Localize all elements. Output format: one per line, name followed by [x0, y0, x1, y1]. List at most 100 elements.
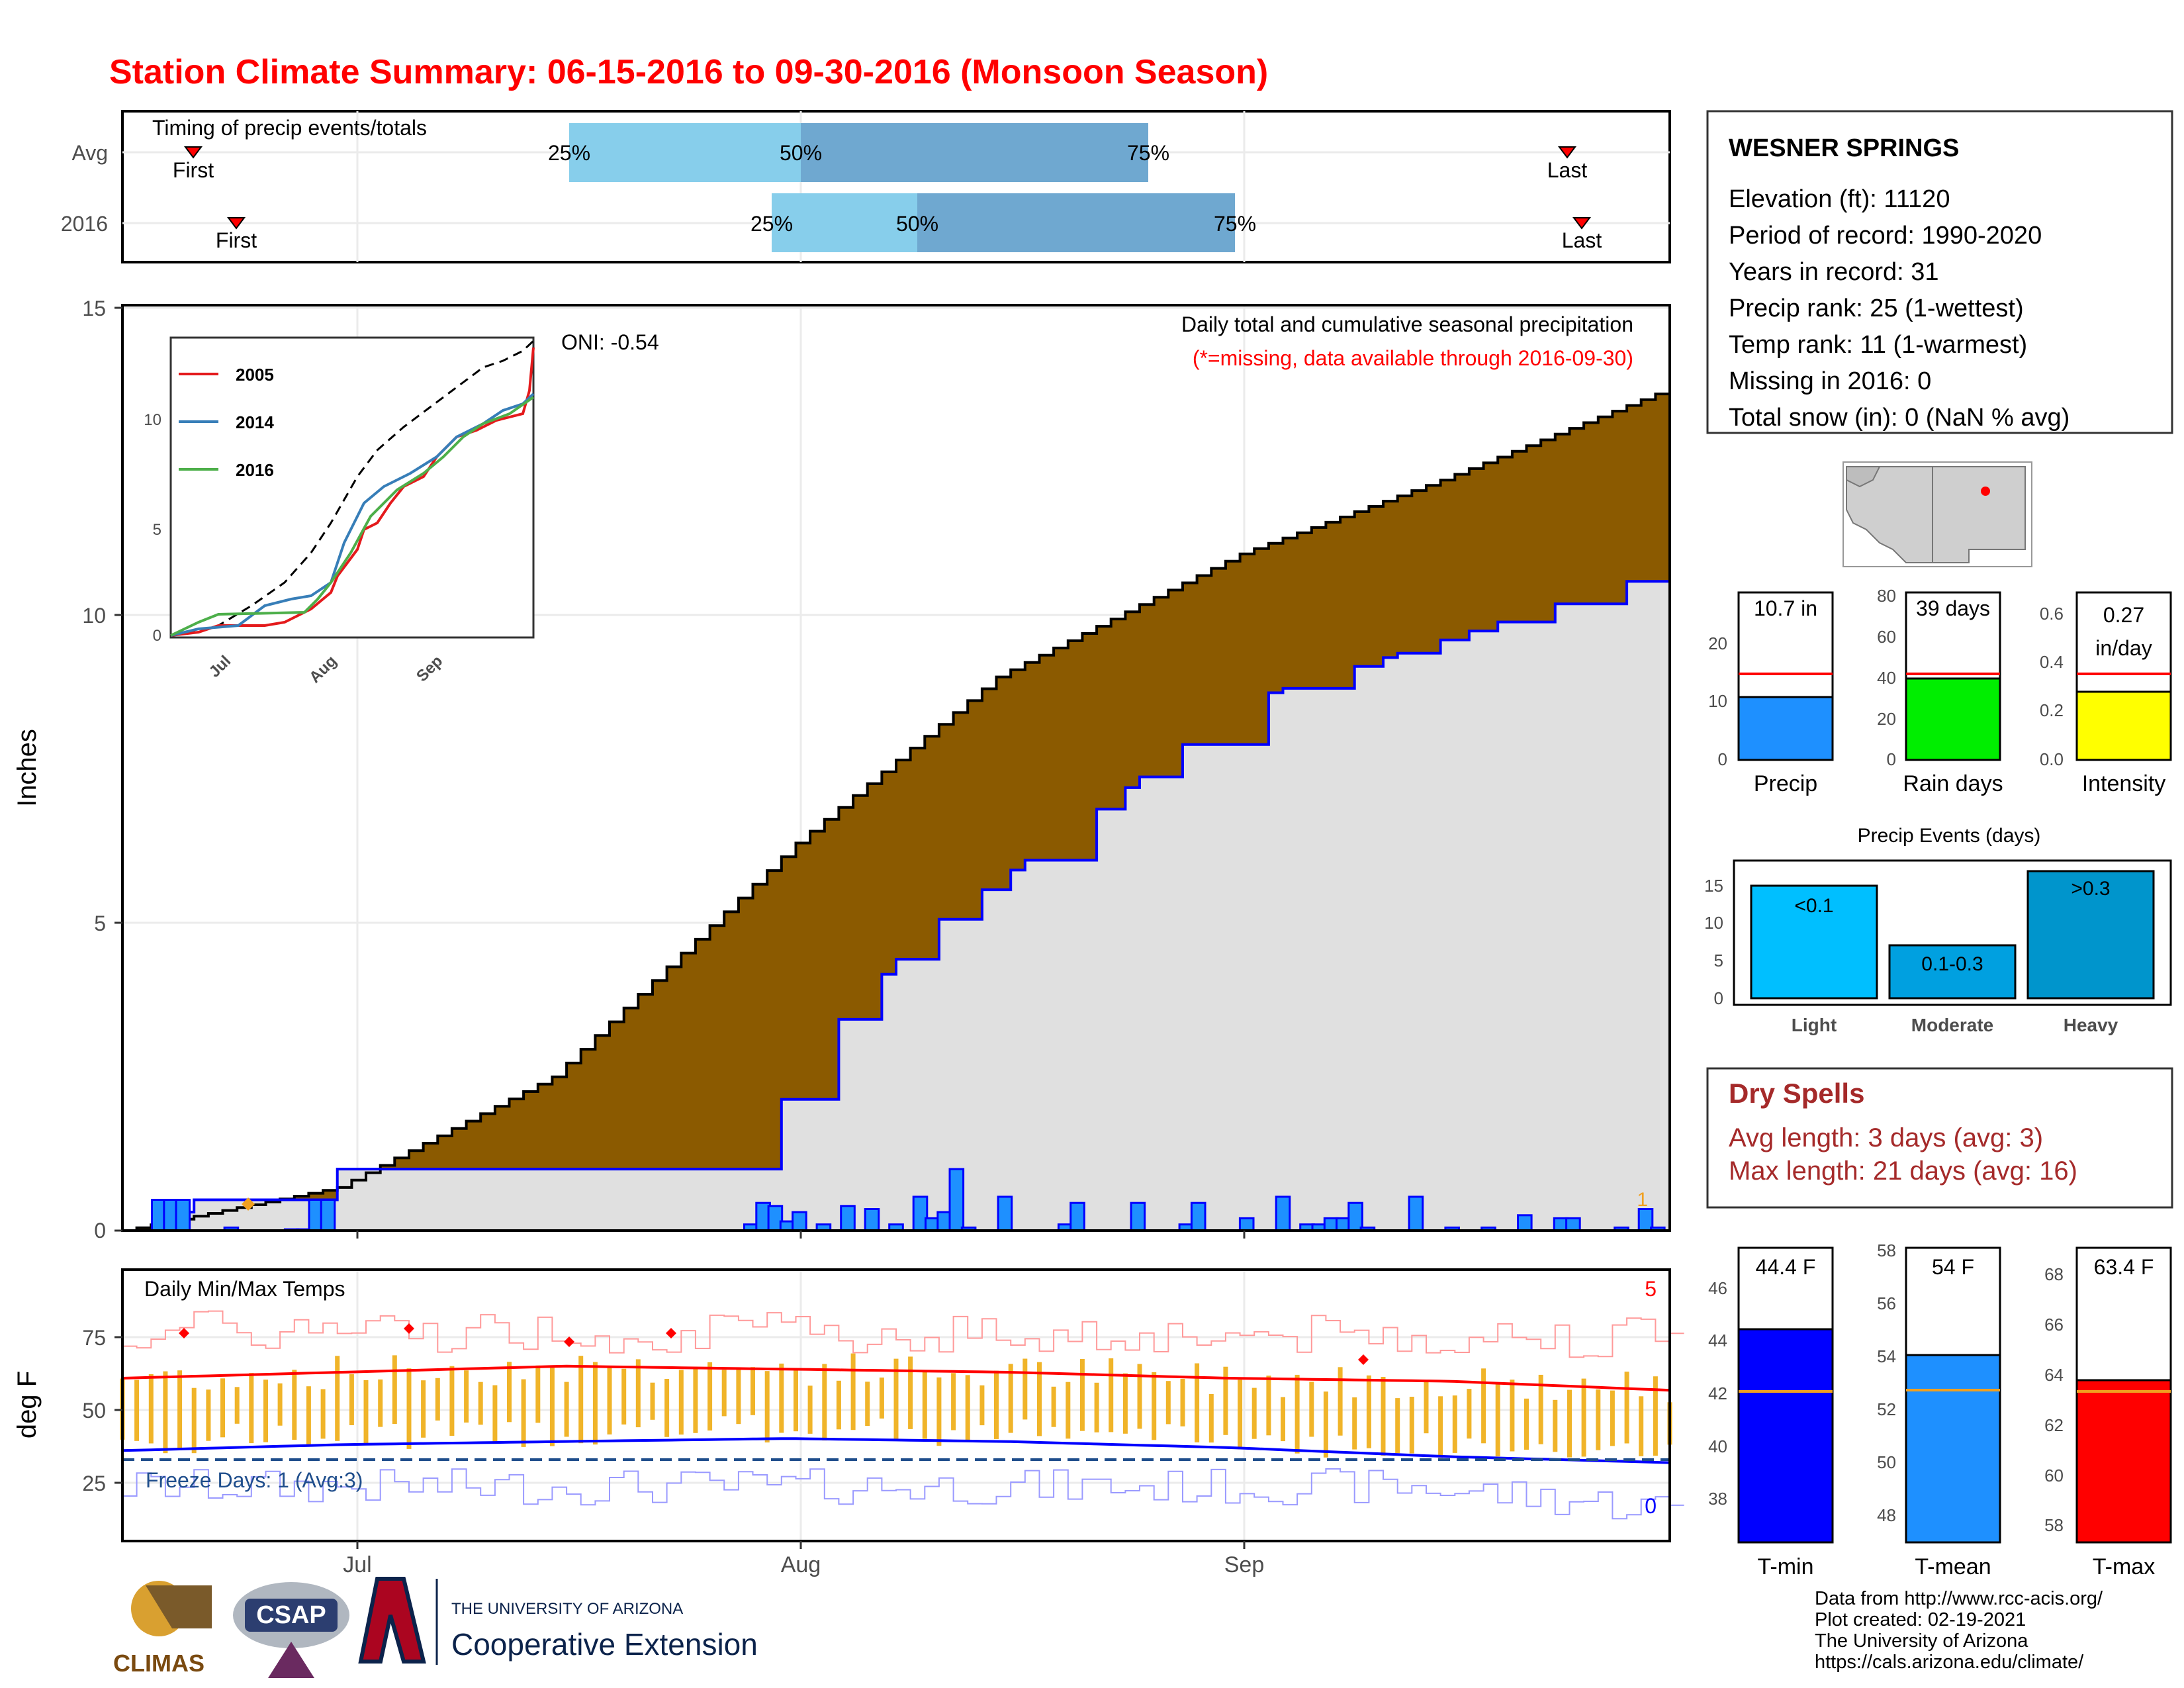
- rain-days-summary-label: Rain days: [1903, 771, 2003, 796]
- extension-text: Cooperative Extension: [451, 1627, 758, 1662]
- daily-temp-bar: [650, 1382, 655, 1420]
- tmean-ytick: 52: [1877, 1399, 1896, 1419]
- rain-days-text: 39 days: [1916, 596, 1990, 620]
- daily-temp-bar: [1352, 1397, 1357, 1450]
- season-summary-bars: 10.7 in 0 10 20 Precip 39 days 0 20 40 6…: [1708, 586, 2172, 796]
- daily-temp-bar: [621, 1368, 627, 1425]
- station-temp-rank: Temp rank: 11 (1-warmest): [1729, 331, 2027, 359]
- daily-temp-bar: [779, 1363, 784, 1433]
- daily-temp-bar: [1195, 1363, 1200, 1442]
- daily-temp-bar: [292, 1370, 297, 1440]
- tmin-ytick: 38: [1708, 1489, 1727, 1509]
- precip-ytick: 0: [1718, 749, 1727, 769]
- precip-ytick: 10: [1708, 691, 1727, 711]
- daily-temp-bar: [234, 1387, 240, 1424]
- events-cat-light: Light: [1792, 1015, 1837, 1035]
- station-years: Years in record: 31: [1729, 258, 1939, 286]
- tmax-bar: [2075, 1379, 2172, 1544]
- daily-temp-bar: [693, 1366, 698, 1433]
- y2016-cumulative-area: [122, 572, 1670, 1231]
- temp-ytick-50: 50: [82, 1399, 106, 1423]
- daily-temp-bar: [764, 1371, 770, 1443]
- events-cat-moderate: Moderate: [1911, 1015, 1993, 1035]
- daily-temp-bar: [349, 1374, 354, 1425]
- daily-precip-bar: [1565, 1217, 1581, 1232]
- daily-temp-bar: [564, 1382, 569, 1437]
- station-precip-rank: Precip rank: 25 (1-wettest): [1729, 295, 2024, 322]
- daily-temp-bar: [449, 1366, 455, 1436]
- climas-text: CLIMAS: [113, 1650, 205, 1677]
- y2016-first-marker: [227, 217, 246, 230]
- avg-timing-lower-bar: [569, 123, 801, 182]
- daily-temp-bar: [1596, 1389, 1601, 1450]
- precip-missing-note: (*=missing, data available through 2016-…: [1193, 346, 1633, 370]
- precip-events-chart: Precip Events (days) <0.1 0.1-0.3 >0.3 0…: [1704, 825, 2172, 1035]
- temp-ylabel: deg F: [13, 1371, 42, 1438]
- daily-temp-bar: [1023, 1358, 1028, 1420]
- daily-temp-bar: [865, 1382, 870, 1426]
- events-bar-light: [1750, 884, 1878, 1000]
- tmax-label: T-max: [2093, 1554, 2155, 1579]
- avg-min-temp-line: [122, 1437, 1670, 1464]
- tmax-ytick: 62: [2044, 1415, 2064, 1435]
- daily-temp-bar: [664, 1379, 670, 1437]
- tmean-ytick: 54: [1877, 1346, 1896, 1366]
- tmax-ytick: 64: [2044, 1365, 2064, 1385]
- intensity-ytick: 0.2: [2040, 700, 2064, 720]
- daily-temp-bar: [1553, 1399, 1558, 1452]
- temp-panel: Daily Min/Max Temps Freeze Days: 1 (Avg:…: [13, 1268, 1684, 1577]
- rain-days-ytick: 0: [1887, 749, 1896, 769]
- inset-ytick-10: 10: [144, 411, 161, 429]
- intensity-ytick: 0.6: [2040, 604, 2064, 624]
- daily-temp-bar: [1165, 1381, 1171, 1425]
- avg-first-label: First: [173, 158, 214, 182]
- daily-precip-bars: [151, 1168, 1666, 1232]
- inset-line-2016: [170, 396, 535, 637]
- locator-map: [1843, 461, 2032, 567]
- daily-temp-bar: [578, 1356, 584, 1444]
- daily-temp-bar: [492, 1385, 498, 1444]
- daily-temp-bar: [277, 1383, 283, 1426]
- ytick-10: 10: [82, 604, 106, 628]
- daily-precip-bar: [1408, 1196, 1424, 1232]
- daily-temp-bar: [751, 1367, 755, 1415]
- events-heavy-label: >0.3: [2071, 878, 2110, 900]
- rain-days-ytick: 20: [1877, 709, 1896, 729]
- daily-temp-bar: [850, 1353, 856, 1430]
- events-title: Precip Events (days): [1858, 825, 2041, 847]
- daily-temp-bar: [1624, 1372, 1629, 1444]
- tmin-bar: [1737, 1328, 1834, 1544]
- daily-temp-bar: [134, 1380, 140, 1441]
- intensity-summary-chart: 0.27 in/day 0.0 0.2 0.4 0.6 Intensity: [2040, 591, 2172, 796]
- daily-temp-bar: [1395, 1398, 1400, 1454]
- first-event-marker: [242, 1197, 255, 1211]
- daily-temp-bar: [1366, 1375, 1371, 1448]
- daily-precip-bar: [1238, 1217, 1255, 1232]
- avg-max-temp-line: [122, 1364, 1670, 1392]
- daily-temp-bar: [535, 1365, 541, 1423]
- daily-precip-bar: [997, 1196, 1013, 1232]
- rain-days-ytick: 60: [1877, 627, 1896, 647]
- daily-temp-bar: [421, 1380, 426, 1438]
- avg-cumulative-step-line: [122, 393, 1670, 1232]
- avg-last-label: Last: [1547, 158, 1588, 182]
- tmax-text: 63.4 F: [2094, 1255, 2154, 1279]
- record-hot-markers: [179, 1323, 1369, 1365]
- inset-ytick-5: 5: [153, 521, 161, 539]
- daily-temp-bar: [1109, 1358, 1114, 1432]
- uofa-text: THE UNIVERSITY OF ARIZONA: [451, 1600, 683, 1618]
- daily-temp-bar: [392, 1355, 397, 1424]
- daily-temp-bar: [592, 1362, 598, 1445]
- tmax-ytick: 66: [2044, 1315, 2064, 1335]
- tmin-label: T-min: [1758, 1554, 1814, 1579]
- daily-temp-bar: [951, 1373, 956, 1430]
- daily-temp-bar: [678, 1370, 684, 1435]
- daily-temp-bar: [1610, 1390, 1615, 1446]
- avg-p25: 25%: [548, 141, 590, 165]
- daily-precip-bar: [948, 1168, 965, 1232]
- daily-temp-bar: [306, 1386, 311, 1445]
- daily-temp-bar: [1510, 1380, 1515, 1452]
- daily-temp-bar: [220, 1378, 225, 1438]
- ytick-0: 0: [94, 1219, 106, 1243]
- daily-temp-bar: [1424, 1380, 1429, 1434]
